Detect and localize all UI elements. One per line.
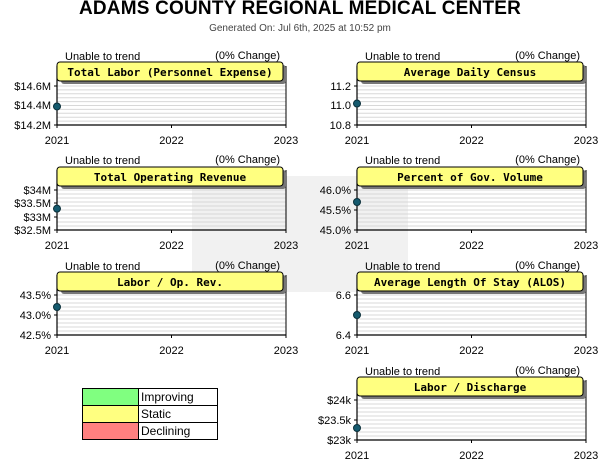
- legend-swatch-improving: [82, 388, 139, 406]
- chart4-y-tick-label: 45.0%: [320, 225, 351, 237]
- chart4-data-point: [353, 198, 361, 206]
- chart7-y-tick-label: $23k: [327, 435, 351, 447]
- chart5-y-tick-label: 43.0%: [20, 310, 51, 322]
- chart6-x-tick-label: 2023: [574, 345, 598, 357]
- chart1-title: Total Labor (Personnel Expense): [67, 66, 272, 79]
- chart3-data-point: [53, 204, 61, 213]
- legend-label-static: Static: [138, 405, 218, 423]
- legend: Improving Static Declining: [82, 388, 218, 440]
- chart1-x-tick-label: 2022: [159, 135, 183, 147]
- chart5-y-tick-label: 43.5%: [20, 290, 51, 302]
- chart4-title: Percent of Gov. Volume: [397, 171, 543, 184]
- chart7-x-tick-label: 2022: [459, 450, 483, 462]
- chart2-y-tick-label: 11.2: [330, 81, 351, 93]
- chart7-change-percent: (0% Change): [515, 365, 580, 377]
- chart5-x-tick-label: 2022: [159, 345, 183, 357]
- chart7-x-tick-label: 2021: [345, 450, 369, 462]
- chart2-trend-status: Unable to trend: [365, 51, 440, 63]
- chart3-change-percent: (0% Change): [215, 154, 280, 166]
- chart2-y-tick-label: 11.0: [330, 100, 351, 112]
- chart1-change-percent: (0% Change): [215, 50, 280, 62]
- chart6-data-point: [353, 311, 361, 319]
- chart1-y-tick-label: $14.4M: [14, 100, 51, 112]
- chart2-x-tick-label: 2022: [459, 135, 483, 147]
- chart4-banner: [356, 166, 584, 187]
- chart5-change-percent: (0% Change): [215, 260, 280, 272]
- chart6-banner: [356, 271, 584, 292]
- chart6-trend-status: Unable to trend: [365, 261, 440, 273]
- legend-label-declining: Declining: [138, 422, 218, 440]
- chart6-title: Average Length Of Stay (ALOS): [374, 276, 566, 289]
- chart7-trend-status: Unable to trend: [365, 366, 440, 378]
- chart3-y-tick-label: $32.5M: [14, 225, 51, 237]
- chart7-data-point: [353, 424, 361, 432]
- chart5-x-tick-label: 2021: [45, 345, 69, 357]
- chart6-x-tick-label: 2022: [459, 345, 483, 357]
- chart7-x-tick-label: 2023: [574, 450, 598, 462]
- chart2-change-percent: (0% Change): [515, 50, 580, 62]
- chart3-banner: [56, 166, 284, 187]
- chart2-data-point: [353, 99, 361, 108]
- chart1-x-tick-label: 2023: [274, 135, 298, 147]
- chart2-x-tick-label: 2021: [345, 135, 369, 147]
- chart5-trend-status: Unable to trend: [65, 261, 140, 273]
- chart5-banner: [56, 271, 284, 292]
- chart6-x-tick-label: 2021: [345, 345, 369, 357]
- page-title: ADAMS COUNTY REGIONAL MEDICAL CENTER: [78, 0, 522, 19]
- generated-timestamp: Generated On: Jul 6th, 2025 at 10:52 pm: [209, 23, 391, 34]
- chart2-x-tick-label: 2023: [574, 135, 598, 147]
- chart3-x-tick-label: 2021: [45, 240, 69, 252]
- chart4-x-tick-label: 2021: [345, 240, 369, 252]
- chart2-y-tick-label: 10.8: [330, 120, 351, 132]
- legend-swatch-static: [82, 405, 139, 423]
- chart7-banner: [356, 376, 584, 397]
- chart4-trend-status: Unable to trend: [365, 155, 440, 167]
- chart5-data-point: [53, 303, 61, 311]
- chart7-y-tick-label: $24k: [327, 395, 351, 407]
- chart3-y-tick-label: $33.5M: [14, 198, 51, 210]
- chart4-y-tick-label: 45.5%: [320, 205, 351, 217]
- chart1-banner: [56, 61, 284, 82]
- chart7-title: Labor / Discharge: [414, 381, 527, 394]
- legend-swatch-declining: [82, 422, 139, 440]
- chart3-x-tick-label: 2022: [159, 240, 183, 252]
- chart3-y-tick-label: $33M: [23, 212, 51, 224]
- chart3-x-tick-label: 2023: [274, 240, 298, 252]
- chart1-y-tick-label: $14.2M: [14, 120, 51, 132]
- chart1-x-tick-label: 2021: [45, 135, 69, 147]
- chart3-title: Total Operating Revenue: [94, 171, 247, 184]
- chart4-x-tick-label: 2023: [574, 240, 598, 252]
- chart6-change-percent: (0% Change): [515, 260, 580, 272]
- chart7-y-tick-label: $23.5k: [318, 415, 352, 427]
- chart6-y-tick-label: 6.6: [336, 290, 351, 302]
- chart3-trend-status: Unable to trend: [65, 155, 140, 167]
- chart5-y-tick-label: 42.5%: [20, 330, 51, 342]
- chart5-title: Labor / Op. Rev.: [117, 276, 223, 289]
- chart3-y-tick-label: $34M: [23, 185, 51, 197]
- chart4-change-percent: (0% Change): [515, 154, 580, 166]
- chart2-title: Average Daily Census: [404, 66, 536, 79]
- chart6-y-tick-label: 6.4: [336, 330, 351, 342]
- chart5-x-tick-label: 2023: [274, 345, 298, 357]
- chart4-y-tick-label: 46.0%: [320, 185, 351, 197]
- chart1-data-point: [53, 102, 61, 111]
- chart1-y-tick-label: $14.6M: [14, 81, 51, 93]
- chart1-trend-status: Unable to trend: [65, 51, 140, 63]
- chart4-x-tick-label: 2022: [459, 240, 483, 252]
- legend-label-improving: Improving: [138, 388, 218, 406]
- chart2-banner: [356, 61, 584, 82]
